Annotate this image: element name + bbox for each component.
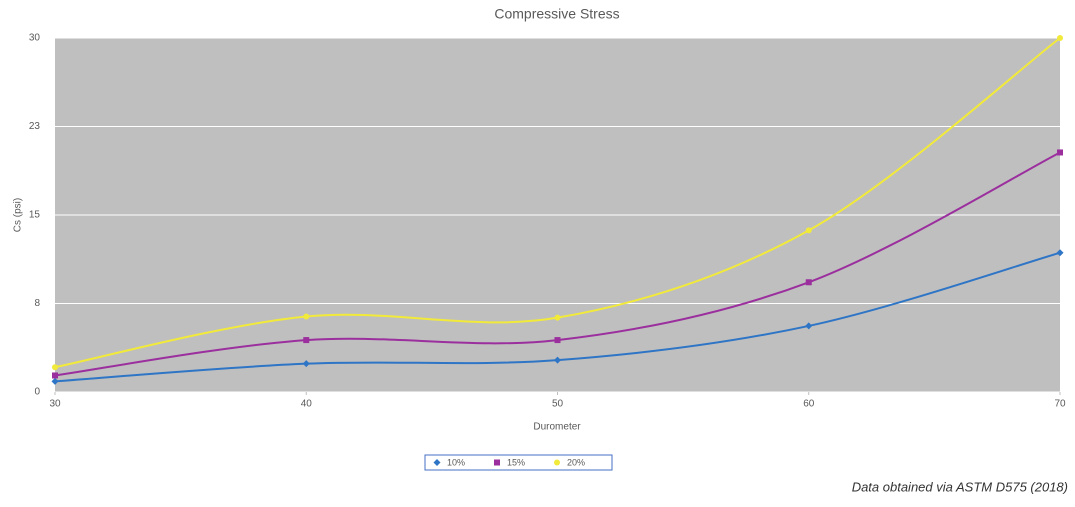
marker <box>302 360 310 368</box>
marker <box>1057 35 1063 41</box>
x-tick-label: 50 <box>552 399 564 410</box>
legend-label: 15% <box>507 457 525 467</box>
chart-title: Compressive Stress <box>494 6 619 22</box>
marker <box>554 314 561 321</box>
marker <box>51 377 59 385</box>
marker <box>303 313 310 320</box>
x-tick-label: 70 <box>1054 399 1066 410</box>
marker <box>805 227 812 234</box>
x-tick-label: 40 <box>301 399 313 410</box>
legend-label: 20% <box>567 457 585 467</box>
legend <box>424 454 613 471</box>
marker <box>303 337 310 344</box>
y-tick-label: 8 <box>34 298 40 309</box>
marker <box>554 356 561 364</box>
legend-marker <box>494 459 500 466</box>
footnote: Data obtained via ASTM D575 (2018) <box>852 479 1068 494</box>
marker <box>1057 149 1063 156</box>
x-tick-label: 60 <box>803 399 815 410</box>
marker <box>1056 249 1064 257</box>
marker <box>805 322 813 330</box>
x-tick-label: 30 <box>49 399 61 410</box>
y-tick-label: 23 <box>29 121 41 132</box>
y-tick-label: 30 <box>29 33 41 44</box>
x-axis-label: Durometer <box>533 422 581 433</box>
y-tick-label: 15 <box>29 210 41 221</box>
legend-marker <box>433 459 441 466</box>
y-axis-label: Cs (psi) <box>13 198 24 232</box>
marker <box>52 372 58 379</box>
legend-label: 10% <box>447 457 465 467</box>
y-tick-label: 0 <box>34 387 40 398</box>
marker <box>805 279 812 286</box>
legend-marker <box>554 459 560 466</box>
marker <box>52 364 58 371</box>
marker <box>554 337 561 344</box>
